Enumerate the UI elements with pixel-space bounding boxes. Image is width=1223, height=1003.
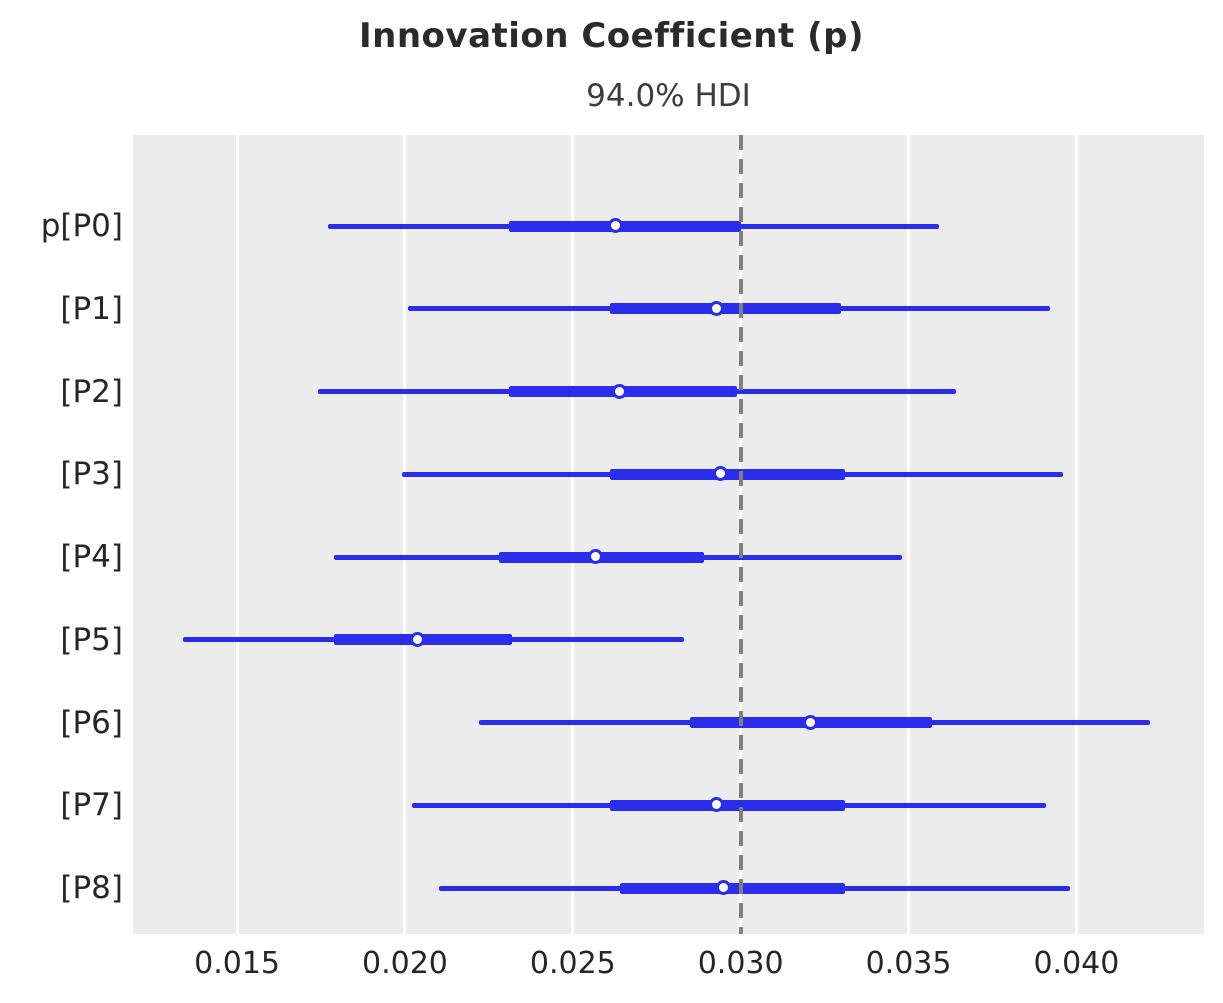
x-axis-tick-label: 0.025: [529, 946, 616, 981]
x-axis-tick-label: 0.015: [194, 946, 281, 981]
median-marker: [608, 218, 624, 233]
y-axis-label: p[P0]: [40, 208, 123, 244]
median-marker: [410, 631, 426, 647]
median-marker: [803, 714, 819, 730]
plot-area: [133, 135, 1204, 934]
y-axis-label: [P7]: [60, 787, 123, 824]
x-gridline: [235, 135, 239, 934]
median-marker: [715, 880, 731, 895]
y-axis-label: [P2]: [60, 373, 123, 410]
x-axis-tick-label: 0.020: [361, 946, 448, 981]
x-axis-tick-label: 0.030: [697, 946, 784, 981]
y-axis-label: [P8]: [60, 870, 123, 906]
plot-subtitle: 94.0% HDI: [586, 78, 751, 114]
y-axis-label: [P3]: [60, 456, 123, 493]
quartile-interval-line: [509, 220, 741, 232]
y-axis-label: [P4]: [60, 539, 123, 575]
median-marker: [709, 300, 725, 316]
quartile-interval-line: [609, 799, 845, 811]
quartile-interval-line: [619, 882, 845, 894]
y-axis-label: [P5]: [60, 621, 123, 658]
median-marker: [611, 383, 627, 399]
median-marker: [709, 797, 725, 813]
x-gridline: [907, 135, 911, 934]
x-gridline: [403, 135, 407, 934]
x-axis-tick-label: 0.040: [1033, 946, 1120, 981]
median-marker: [588, 549, 604, 564]
median-marker: [712, 466, 728, 482]
quartile-interval-line: [609, 303, 842, 315]
reference-line: [738, 135, 743, 934]
x-gridline: [571, 135, 575, 934]
x-gridline: [1074, 135, 1078, 934]
x-axis-tick-label: 0.035: [865, 946, 952, 981]
y-axis-label: [P6]: [60, 704, 123, 741]
plot-title: Innovation Coefficient (p): [358, 16, 865, 56]
y-axis-label: [P1]: [60, 290, 123, 327]
